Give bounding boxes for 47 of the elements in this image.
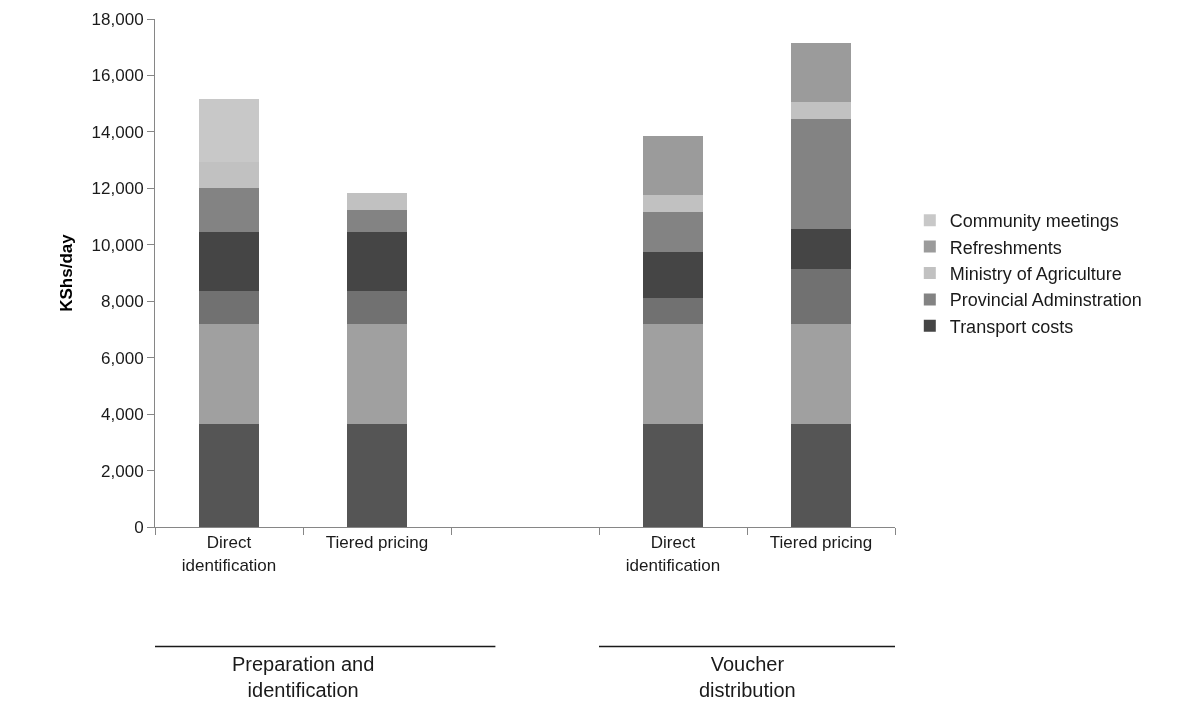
bar [791,119,851,230]
bar [791,423,851,527]
bar [643,195,703,213]
y-tick-label: 16,000 [91,66,144,86]
bar [643,423,703,527]
bar [347,192,407,210]
x-tick-label: Direct identification [181,533,277,575]
text: Preparation and identification [232,653,375,701]
x-tick-label: Tiered pricing [769,533,873,553]
bar [199,188,259,233]
y-tick-label: 6,000 [101,348,144,368]
y-tick-label: 0 [134,517,144,537]
y-tick-label: 12,000 [91,179,144,199]
bar [199,323,259,424]
y-tick-label: 8,000 [101,292,144,312]
bar [791,268,851,324]
bar [347,291,407,324]
bar [643,251,703,299]
bar [791,323,851,424]
bar [643,298,703,324]
bar [791,229,851,269]
bar [347,232,407,292]
legend-label: Ministry of Agriculture [949,264,1122,285]
bar [199,232,259,292]
legend-label: Refreshments [949,237,1062,258]
x-tick-label: Tiered pricing [325,533,429,553]
y-tick-label: 18,000 [91,9,144,29]
bar [791,102,851,120]
text: Voucher distribution [699,653,796,701]
bar [643,212,703,252]
bar [347,323,407,424]
legend-label: Community meetings [949,211,1119,232]
y-axis-title: KShs/day [57,233,77,312]
bar [643,323,703,424]
bar [347,423,407,527]
legend-label: Provincial Adminstration [949,290,1142,311]
x-tick-label: Direct identification [625,533,721,575]
y-tick-label: 14,000 [91,122,144,142]
legend-label: Transport costs [949,316,1074,337]
bar [643,136,703,196]
bar [199,423,259,527]
y-tick-label: 2,000 [101,461,144,481]
bar [199,291,259,324]
y-tick-label: 4,000 [101,405,144,425]
bar [791,42,851,103]
bar [347,209,407,233]
y-tick-label: 10,000 [91,235,144,255]
